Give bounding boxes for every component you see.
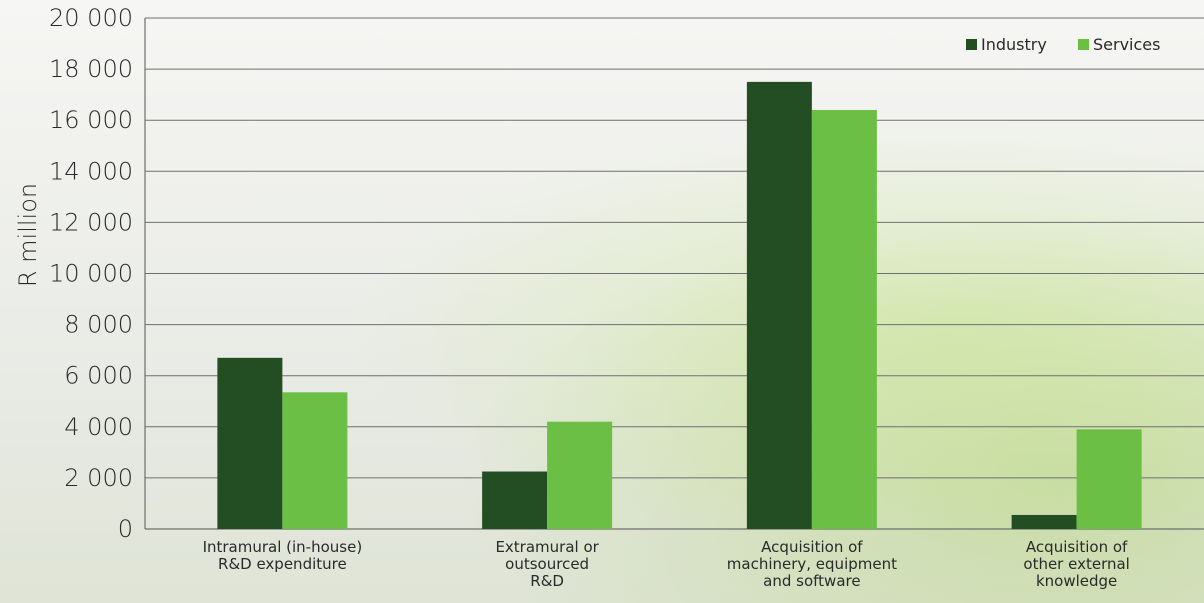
category-label: knowledge xyxy=(1036,572,1117,590)
legend-label-services: Services xyxy=(1093,35,1160,54)
legend-swatch-industry xyxy=(966,39,977,50)
y-tick-labels: 0 2 000 4 000 6 000 8 000 10 000 12 000 14 000 1… xyxy=(49,4,133,543)
y-axis-label: R million xyxy=(14,183,42,287)
bar-industry-1 xyxy=(482,471,548,529)
category-labels: Intramural (in-house)R&D expenditure Extr… xyxy=(203,538,1130,590)
y-tick-label: 10 000 xyxy=(49,260,133,288)
y-tick-label: 20 000 xyxy=(49,4,133,32)
category-label: Extramural or xyxy=(495,538,599,556)
y-tick-label: 16 000 xyxy=(49,106,133,134)
y-tick-label: 14 000 xyxy=(49,157,133,185)
legend: Industry Services xyxy=(966,35,1160,54)
y-tick-label: 18 000 xyxy=(49,55,133,83)
y-tick-label: 12 000 xyxy=(49,208,133,236)
y-tick-label: 6 000 xyxy=(64,362,133,390)
bar-services-0 xyxy=(282,392,348,529)
y-tick-label: 4 000 xyxy=(64,413,133,441)
category-label: R&D expenditure xyxy=(218,555,347,573)
category-label: Acquisition of xyxy=(761,538,863,556)
legend-label-industry: Industry xyxy=(981,35,1047,54)
bar-services-1 xyxy=(547,421,613,529)
category-label: other external xyxy=(1023,555,1129,573)
bars xyxy=(217,81,1142,529)
legend-swatch-services xyxy=(1078,39,1089,50)
category-label: and software xyxy=(763,572,860,590)
y-tick-label: 8 000 xyxy=(64,311,133,339)
y-tick-label: 0 xyxy=(118,515,133,543)
category-label: Acquisition of xyxy=(1026,538,1128,556)
category-label: outsourced xyxy=(505,555,589,573)
category-label: machinery, equipment xyxy=(727,555,897,573)
bar-industry-0 xyxy=(217,357,283,529)
y-tick-label: 2 000 xyxy=(64,464,133,492)
category-label: R&D xyxy=(530,572,564,590)
bar-services-2 xyxy=(811,109,877,529)
bar-industry-3 xyxy=(1011,514,1077,529)
bar-industry-2 xyxy=(746,81,812,529)
category-label: Intramural (in-house) xyxy=(203,538,363,556)
bar-services-3 xyxy=(1076,429,1142,529)
